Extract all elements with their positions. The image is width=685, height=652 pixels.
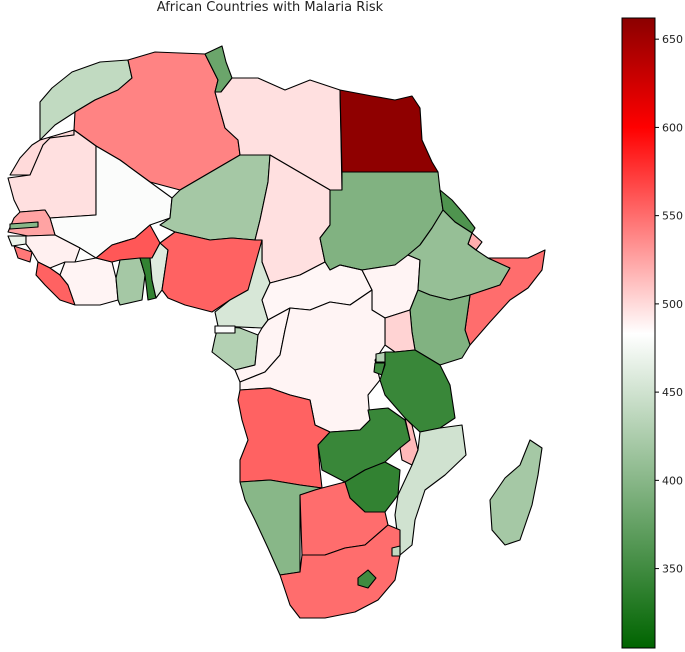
country-malawi [399,417,419,466]
country-guinea [25,234,81,269]
country-eswatini [391,545,401,557]
country-uganda [384,309,416,353]
country-guinea-bissau [7,235,27,247]
country-nigeria [159,231,263,313]
colorbar-tick-label: 600 [662,121,683,134]
colorbar-tick-label: 500 [662,298,683,311]
colorbar-tick-label: 350 [662,563,683,576]
colorbar-tick-label: 650 [662,33,683,46]
colorbar-scale [621,17,656,649]
country-mozambique [394,424,467,556]
country-ghana [115,257,146,306]
country-layer [7,45,546,619]
country-lesotho [357,569,377,589]
country-south-africa [279,524,401,619]
colorbar-tick-label: 550 [662,210,683,223]
country-somalia [464,249,546,346]
map-title: African Countries with Malaria Risk [156,0,384,15]
colorbar-tick-label: 400 [662,474,683,487]
colorbar-ticks: 350 400 450 500 550 600 650 [655,33,683,576]
colorbar-tick-label: 450 [662,386,683,399]
country-sierra-leone [13,245,33,263]
country-gambia [9,221,39,230]
country-equatorial-guinea [214,325,236,334]
country-egypt [339,89,439,173]
country-madagascar [489,439,543,546]
colorbar: 350 400 450 500 550 600 650 [621,17,683,649]
country-namibia [239,479,323,576]
